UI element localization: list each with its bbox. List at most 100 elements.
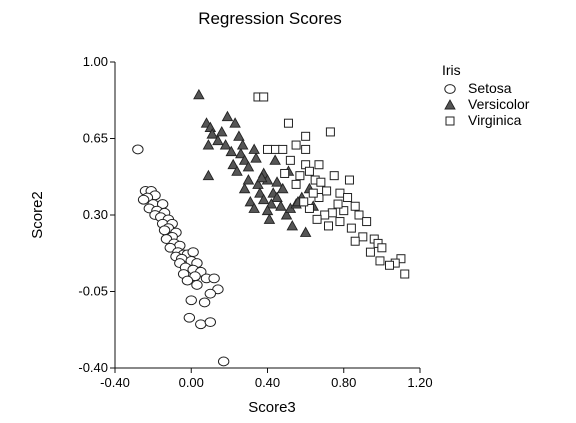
virginica-point [365, 247, 375, 257]
virginica-point [316, 177, 326, 187]
versicolor-point [252, 178, 264, 189]
x-tick-label: 1.20 [407, 375, 432, 390]
versicolor-point [219, 139, 232, 150]
virginica-point [280, 168, 290, 178]
versicolor-point [221, 110, 234, 122]
virginica-point [375, 256, 385, 266]
virginica-point [324, 221, 333, 231]
versicolor-point [238, 182, 251, 194]
versicolor-point [202, 169, 215, 181]
virginica-point [308, 188, 318, 198]
virginica-point [362, 217, 372, 227]
versicolor-point [236, 139, 249, 150]
virginica-point [350, 236, 360, 246]
virginica-point [278, 144, 288, 154]
versicolor-point [244, 195, 257, 207]
versicolor-point [286, 220, 299, 231]
versicolor-point [261, 204, 274, 216]
virginica-point [291, 140, 301, 150]
setosa-point [198, 297, 211, 308]
setosa-point [195, 319, 207, 330]
y-tick-label: -0.40 [78, 360, 108, 375]
versicolor-point [202, 139, 215, 150]
y-tick-label: 0.65 [83, 131, 108, 146]
versicolor-point [227, 158, 239, 170]
y-axis-label: Score2 [29, 191, 46, 239]
setosa-point [132, 144, 144, 155]
setosa-point [181, 275, 194, 286]
versicolor-point [271, 176, 283, 187]
virginica-point [312, 214, 322, 224]
virginica-point [354, 210, 364, 220]
setosa-point [208, 273, 220, 284]
x-tick-label: 0.80 [331, 375, 356, 390]
virginica-point [320, 210, 330, 220]
virginica-point [335, 217, 345, 227]
virginica-point [322, 186, 332, 196]
legend-title: Iris [442, 62, 461, 78]
versicolor-point [265, 198, 278, 209]
legend-setosa-label: Setosa [468, 80, 512, 96]
setosa-point [187, 247, 199, 258]
versicolor-point [193, 88, 205, 100]
versicolor-point [242, 174, 255, 185]
virginica-point [283, 118, 293, 128]
setosa-point [191, 280, 203, 290]
virginica-point [291, 179, 301, 189]
x-ticks: -0.40 0.00 0.40 0.80 1.20 [100, 368, 433, 390]
versicolor-point [212, 134, 224, 146]
virginica-point [304, 166, 314, 176]
versicolor-point [242, 160, 255, 172]
virginica-point [299, 197, 309, 207]
versicolor-point [254, 187, 266, 198]
setosa-point [217, 356, 230, 367]
y-tick-label: 0.30 [83, 207, 108, 222]
virginica-point [344, 175, 354, 185]
virginica-point [259, 92, 269, 102]
virginica-point [335, 188, 345, 198]
setosa-point [185, 295, 197, 306]
versicolor-point [271, 191, 283, 202]
x-tick-label: 0.00 [179, 375, 204, 390]
virginica-point [295, 171, 305, 181]
versicolor-point [276, 182, 289, 194]
setosa-point [204, 317, 217, 328]
virginica-point [325, 127, 335, 137]
y-tick-label: 1.00 [83, 54, 108, 69]
virginica-point [285, 155, 295, 165]
virginica-point [333, 199, 343, 209]
legend-virginica-marker [445, 116, 455, 126]
versicolor-point [280, 209, 293, 220]
y-ticks: -0.40 -0.05 0.30 0.65 1.00 [78, 54, 115, 375]
versicolor-point [233, 130, 245, 141]
virginica-point [346, 223, 356, 233]
versicolor-point [275, 200, 287, 211]
legend-setosa-marker [444, 84, 456, 94]
versicolor-point [250, 152, 262, 163]
virginica-point [385, 260, 394, 270]
virginica-point [339, 206, 349, 216]
setosa-point [204, 288, 217, 299]
x-tick-label: 0.40 [255, 375, 280, 390]
chart-title: Regression Scores [198, 9, 342, 28]
versicolor-point [248, 143, 260, 154]
virginica-point [301, 144, 311, 154]
versicolor-point [215, 126, 228, 137]
virginica-point [304, 203, 314, 213]
versicolor-point [231, 165, 243, 176]
virginica-point [329, 171, 339, 181]
versicolor-point [238, 154, 251, 165]
versicolor-point [299, 226, 312, 237]
virginica-point [270, 144, 280, 154]
virginica-point [400, 269, 410, 279]
legend-versicolor-label: Versicolor [468, 96, 530, 112]
virginica-point [377, 243, 387, 253]
y-tick-label: -0.05 [78, 284, 108, 299]
versicolor-point [225, 145, 238, 157]
virginica-point [263, 144, 272, 154]
x-axis-label: Score3 [248, 399, 296, 416]
versicolor-point [229, 117, 241, 128]
virginica-point [350, 201, 360, 211]
